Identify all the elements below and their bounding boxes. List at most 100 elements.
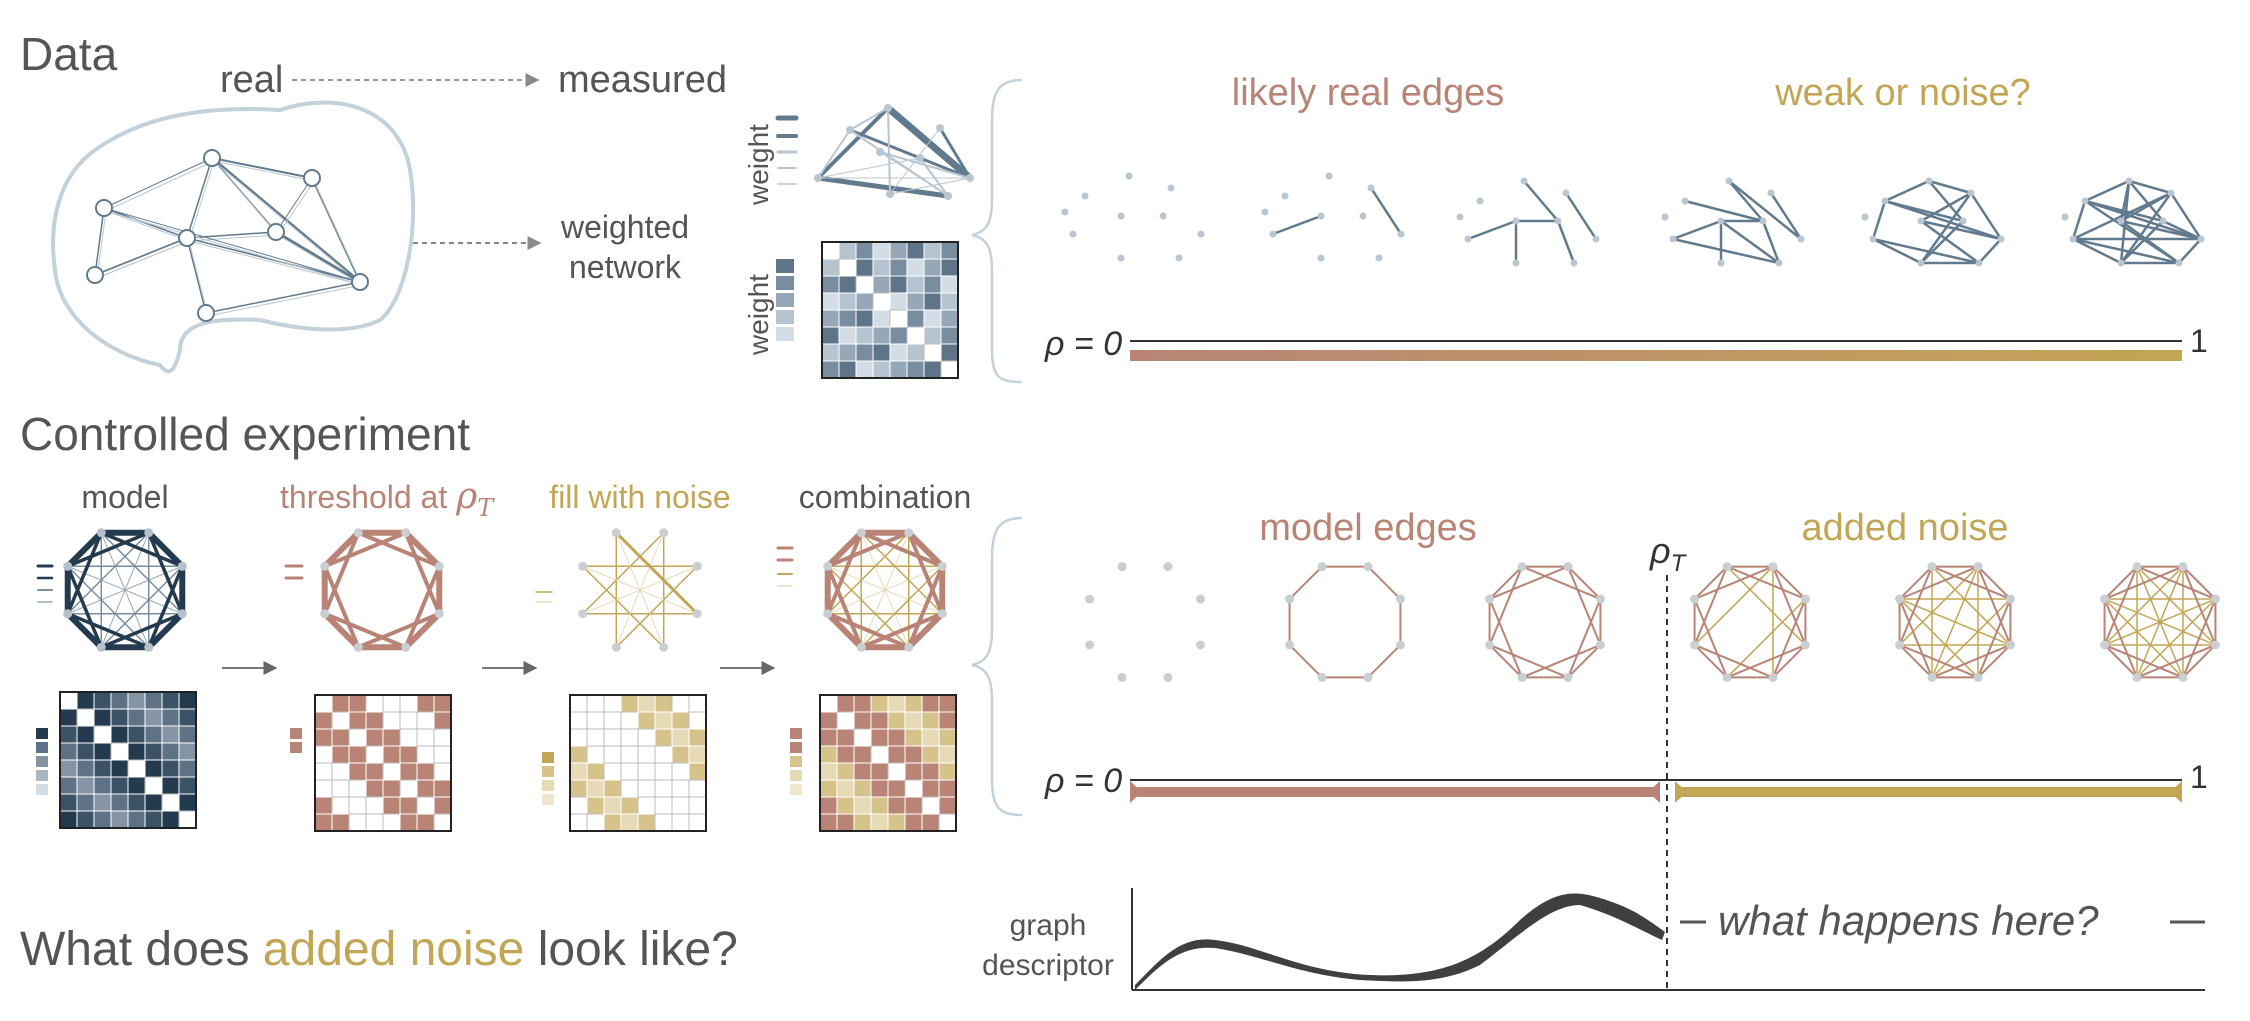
matrix-cell	[416, 796, 435, 815]
network-edge	[145, 610, 186, 651]
model-edges-label: model edges	[1259, 507, 1477, 549]
matrix-cell	[906, 292, 925, 311]
brain-edge	[275, 177, 313, 233]
network-node	[659, 642, 669, 652]
threshold-matrix-legend	[290, 728, 302, 739]
matrix-cell	[76, 708, 95, 727]
network-edge	[1566, 643, 1602, 679]
matrix-cell	[331, 694, 350, 713]
network-node	[1690, 640, 1700, 650]
network-edge	[322, 564, 361, 650]
weight-axis-label-bottom: weight	[743, 274, 774, 356]
matrix-cell	[382, 813, 401, 832]
threshold-edge	[2127, 179, 2165, 223]
progression-rho-2	[1485, 562, 1605, 682]
threshold-edge	[2083, 199, 2181, 265]
network-edge	[1771, 565, 1807, 601]
noise-matrix-legend	[542, 794, 554, 805]
brain-edge	[105, 210, 190, 242]
threshold-edge	[1919, 219, 2003, 241]
matrix-cell	[178, 759, 197, 778]
matrix-cell	[178, 776, 197, 795]
matrix-cell	[59, 810, 78, 829]
matrix-cell	[603, 779, 622, 798]
threshold-node	[1797, 235, 1805, 243]
threshold-edge	[2161, 219, 2203, 241]
threshold-edge	[1977, 237, 2003, 265]
network-edge	[614, 531, 699, 616]
matrix-cell	[603, 796, 622, 815]
matrix-cell	[603, 813, 622, 832]
brain-edge	[186, 237, 361, 283]
brain-edge	[105, 210, 363, 286]
measured-node	[814, 174, 822, 182]
matrix-cell	[855, 309, 874, 328]
network-edge	[1726, 565, 1807, 646]
matrix-cell	[853, 813, 872, 832]
brain-edge	[188, 234, 279, 242]
matrix-cell	[940, 309, 959, 328]
network-rho-3	[1661, 177, 1805, 267]
matrix-cell	[365, 728, 384, 747]
network-node	[320, 561, 330, 571]
network-node	[1595, 640, 1605, 650]
matrix-cell	[161, 759, 180, 778]
matrix-cell	[314, 813, 333, 832]
threshold-node	[1081, 192, 1089, 200]
network-node	[1285, 640, 1295, 650]
network-edge	[2103, 643, 2139, 679]
brain-edge	[205, 281, 361, 314]
matrix-cell	[144, 793, 163, 812]
network-node	[904, 528, 914, 538]
question-title: What does added noise look like?	[20, 923, 738, 976]
matrix-cell	[433, 779, 452, 798]
matrix-cell	[59, 776, 78, 795]
matrix-cell	[93, 793, 112, 812]
matrix-cell	[921, 779, 940, 798]
brain-edge	[103, 207, 361, 283]
network-edge	[100, 532, 150, 648]
matrix-cell	[637, 694, 656, 713]
network-edge	[1726, 565, 1807, 601]
network-edge	[1898, 565, 1934, 601]
matrix-cell	[365, 711, 384, 730]
network-node	[2132, 562, 2142, 572]
matrix-cell	[603, 762, 622, 781]
matrix-cell	[314, 779, 333, 798]
threshold-edge	[1727, 179, 1803, 241]
matrix-cell	[904, 711, 923, 730]
network-edge	[859, 611, 945, 650]
network-edge	[403, 530, 442, 616]
threshold-node	[1554, 217, 1562, 225]
matrix-cell	[838, 360, 857, 379]
fill-with-noise-label: fill with noise	[549, 479, 730, 515]
threshold-node	[1317, 212, 1325, 220]
threshold-edge	[1919, 219, 1981, 265]
threshold-edge	[1969, 191, 2003, 241]
matrix-cell	[59, 759, 78, 778]
data-section-title: Data	[20, 28, 118, 80]
threshold-node	[1456, 213, 1464, 221]
descriptor-curve	[1135, 893, 1665, 990]
matrix-cell	[433, 813, 452, 832]
matrix-cell	[855, 343, 874, 362]
brain-node	[203, 149, 221, 167]
threshold-node	[1359, 212, 1367, 220]
brain-node	[303, 169, 321, 187]
matrix-cell	[416, 694, 435, 713]
network-node	[1085, 640, 1095, 650]
matrix-border	[59, 691, 197, 829]
matrix-cell	[821, 309, 840, 328]
matrix-cell	[904, 813, 923, 832]
network-node	[1768, 562, 1778, 572]
matrix-cell	[314, 711, 333, 730]
matrix-cell	[382, 762, 401, 781]
network-node	[320, 609, 330, 619]
matrix-cell	[671, 779, 690, 798]
brain-node	[178, 229, 196, 247]
threshold-node	[1592, 235, 1600, 243]
network-edge	[1693, 565, 1774, 601]
matrix-cell	[889, 258, 908, 277]
matrix-cell	[348, 796, 367, 815]
